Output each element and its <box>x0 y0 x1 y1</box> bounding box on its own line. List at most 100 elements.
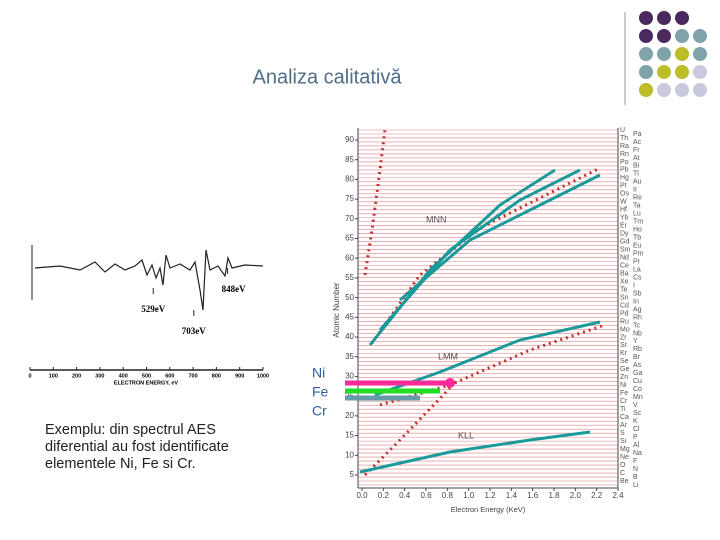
y-tick-label: 20 <box>345 411 354 420</box>
element-symbol: Ru <box>620 318 629 325</box>
auger-curves <box>345 129 606 477</box>
element-symbol: Hf <box>620 207 627 214</box>
x-tick-label: 1.2 <box>484 491 496 500</box>
y-tick-label: 10 <box>345 450 354 459</box>
element-symbol: Th <box>620 135 628 142</box>
element-symbol: Ta <box>633 203 641 210</box>
element-symbol: Pm <box>633 250 644 257</box>
x-tick-label: 2.4 <box>612 491 624 500</box>
x-tick-label: 500 <box>142 373 151 379</box>
element-symbol: Hg <box>620 175 629 182</box>
y-tick-label: 60 <box>345 253 354 262</box>
x-tick-label: 1.8 <box>548 491 560 500</box>
y-tick-label: 75 <box>345 194 354 203</box>
element-symbol: Ac <box>633 139 642 146</box>
element-symbol: Cs <box>633 274 642 281</box>
y-tick-label: 50 <box>345 293 354 302</box>
element-symbol: Co <box>633 386 642 393</box>
element-symbol: Ge <box>620 366 629 373</box>
element-symbol: P <box>633 434 638 441</box>
x-tick-label: 0.4 <box>399 491 411 500</box>
element-symbol: Po <box>620 159 629 166</box>
element-symbol: Sm <box>620 247 631 254</box>
x-axis-label: ELECTRON ENERGY, eV <box>114 380 179 386</box>
element-symbol: U <box>620 127 625 134</box>
element-symbol: Si <box>620 438 627 445</box>
element-symbol: Dy <box>620 231 629 238</box>
element-symbol: Pd <box>620 310 629 317</box>
element-symbol: Cd <box>620 302 629 309</box>
x-tick-label: 1.6 <box>527 491 539 500</box>
element-symbol: I <box>633 282 635 289</box>
element-symbol: B <box>633 474 638 481</box>
element-symbol: Sb <box>633 290 642 297</box>
element-symbol: Fe <box>620 390 628 397</box>
y-tick-label: 85 <box>345 155 354 164</box>
y-tick-label: 30 <box>345 372 354 381</box>
element-symbol: Br <box>633 354 641 361</box>
element-symbol: Mn <box>633 394 643 401</box>
element-symbol: N <box>633 466 638 473</box>
x-tick-label: 0 <box>28 373 31 379</box>
x-tick-label: 900 <box>235 373 244 379</box>
element-symbol: Mg <box>620 446 630 453</box>
x-tick-label: 0.2 <box>378 491 390 500</box>
element-symbol: O <box>620 462 626 469</box>
element-symbol: Pa <box>633 131 642 138</box>
y-tick-label: 40 <box>345 332 354 341</box>
element-symbol: Pr <box>633 258 641 265</box>
x-tick-label: 0.0 <box>356 491 368 500</box>
element-symbol: Ga <box>633 370 642 377</box>
y-tick-label: 5 <box>350 470 355 479</box>
element-symbol: Kr <box>620 350 628 357</box>
x-tick-label: 100 <box>49 373 58 379</box>
element-symbol: Rh <box>633 314 642 321</box>
element-symbol: Ne <box>620 454 629 461</box>
element-symbol: Ba <box>620 270 629 277</box>
element-symbol: Er <box>620 223 628 230</box>
x-tick-label: 2.2 <box>591 491 603 500</box>
x-tick-label: 1.0 <box>463 491 475 500</box>
x-tick-label: 1.4 <box>506 491 518 500</box>
annotation: 848eV <box>222 284 246 294</box>
element-symbol: Yb <box>620 215 629 222</box>
element-symbol: Pb <box>620 167 629 174</box>
slide-title: Analiza calitativă <box>253 66 403 88</box>
x-tick-label: 300 <box>95 373 104 379</box>
element-symbol: Gd <box>620 239 629 246</box>
element-symbol: Fr <box>633 147 640 154</box>
y-tick-label: 55 <box>345 273 354 282</box>
series-label: KLL <box>458 430 474 440</box>
element-symbol: Ca <box>620 414 629 421</box>
element-label: Cr <box>312 403 327 419</box>
series-label: LMM <box>438 351 458 361</box>
element-symbol: Mo <box>620 326 630 333</box>
element-symbol: Re <box>633 195 642 202</box>
y-axis-label: Atomic Number <box>332 282 341 337</box>
element-symbol: Ir <box>633 187 638 194</box>
element-symbol: Tm <box>633 219 643 226</box>
element-symbol: Ho <box>633 227 642 234</box>
element-symbol: Zr <box>620 334 627 341</box>
element-symbol: Ni <box>620 382 627 389</box>
y-tick-label: 35 <box>345 352 354 361</box>
element-symbol: At <box>633 155 640 162</box>
element-symbol: In <box>633 298 639 305</box>
element-symbol: La <box>633 266 641 273</box>
element-symbol: S <box>620 430 625 437</box>
x-tick-label: 200 <box>72 373 81 379</box>
element-symbol: Ce <box>620 262 629 269</box>
spectrum-figure: 0 100 200 300 400 500 600 700 800 900 1000 ELECTRON… <box>28 245 269 386</box>
element-symbol: F <box>633 458 637 465</box>
element-symbol: Be <box>620 478 629 485</box>
annotation: 529eV <box>141 304 165 314</box>
element-symbol: Li <box>633 482 639 489</box>
element-symbol: Cu <box>633 378 642 385</box>
element-symbol: W <box>620 199 627 206</box>
element-symbol: Te <box>620 286 628 293</box>
y-tick-label: 80 <box>345 175 354 184</box>
element-symbol: Os <box>620 191 629 198</box>
element-symbol: Na <box>633 450 642 457</box>
